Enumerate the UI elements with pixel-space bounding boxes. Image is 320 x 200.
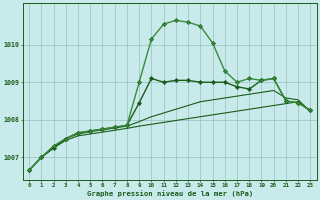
X-axis label: Graphe pression niveau de la mer (hPa): Graphe pression niveau de la mer (hPa)	[87, 190, 253, 197]
